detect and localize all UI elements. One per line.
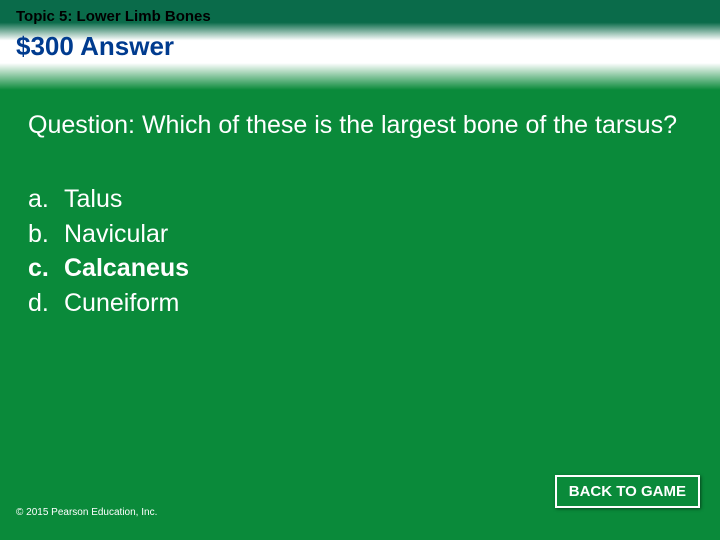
question-text: Question: Which of these is the largest … (28, 110, 692, 141)
copyright-text: © 2015 Pearson Education, Inc. (16, 507, 157, 518)
option-c: c. Calcaneus (28, 252, 692, 285)
header: Topic 5: Lower Limb Bones $300 Answer (0, 0, 720, 90)
option-letter: a. (28, 183, 64, 216)
option-letter: c. (28, 252, 64, 285)
option-d: d. Cuneiform (28, 287, 692, 320)
options-list: a. Talus b. Navicular c. Calcaneus d. Cu… (28, 183, 692, 319)
option-letter: b. (28, 218, 64, 251)
option-a: a. Talus (28, 183, 692, 216)
option-b: b. Navicular (28, 218, 692, 251)
content: Question: Which of these is the largest … (0, 90, 720, 319)
option-letter: d. (28, 287, 64, 320)
option-text: Calcaneus (64, 252, 189, 285)
option-text: Cuneiform (64, 287, 179, 320)
topic-label: Topic 5: Lower Limb Bones (0, 8, 720, 31)
option-text: Talus (64, 183, 122, 216)
option-text: Navicular (64, 218, 168, 251)
back-to-game-button[interactable]: BACK TO GAME (555, 475, 700, 508)
answer-title: $300 Answer (0, 31, 720, 62)
